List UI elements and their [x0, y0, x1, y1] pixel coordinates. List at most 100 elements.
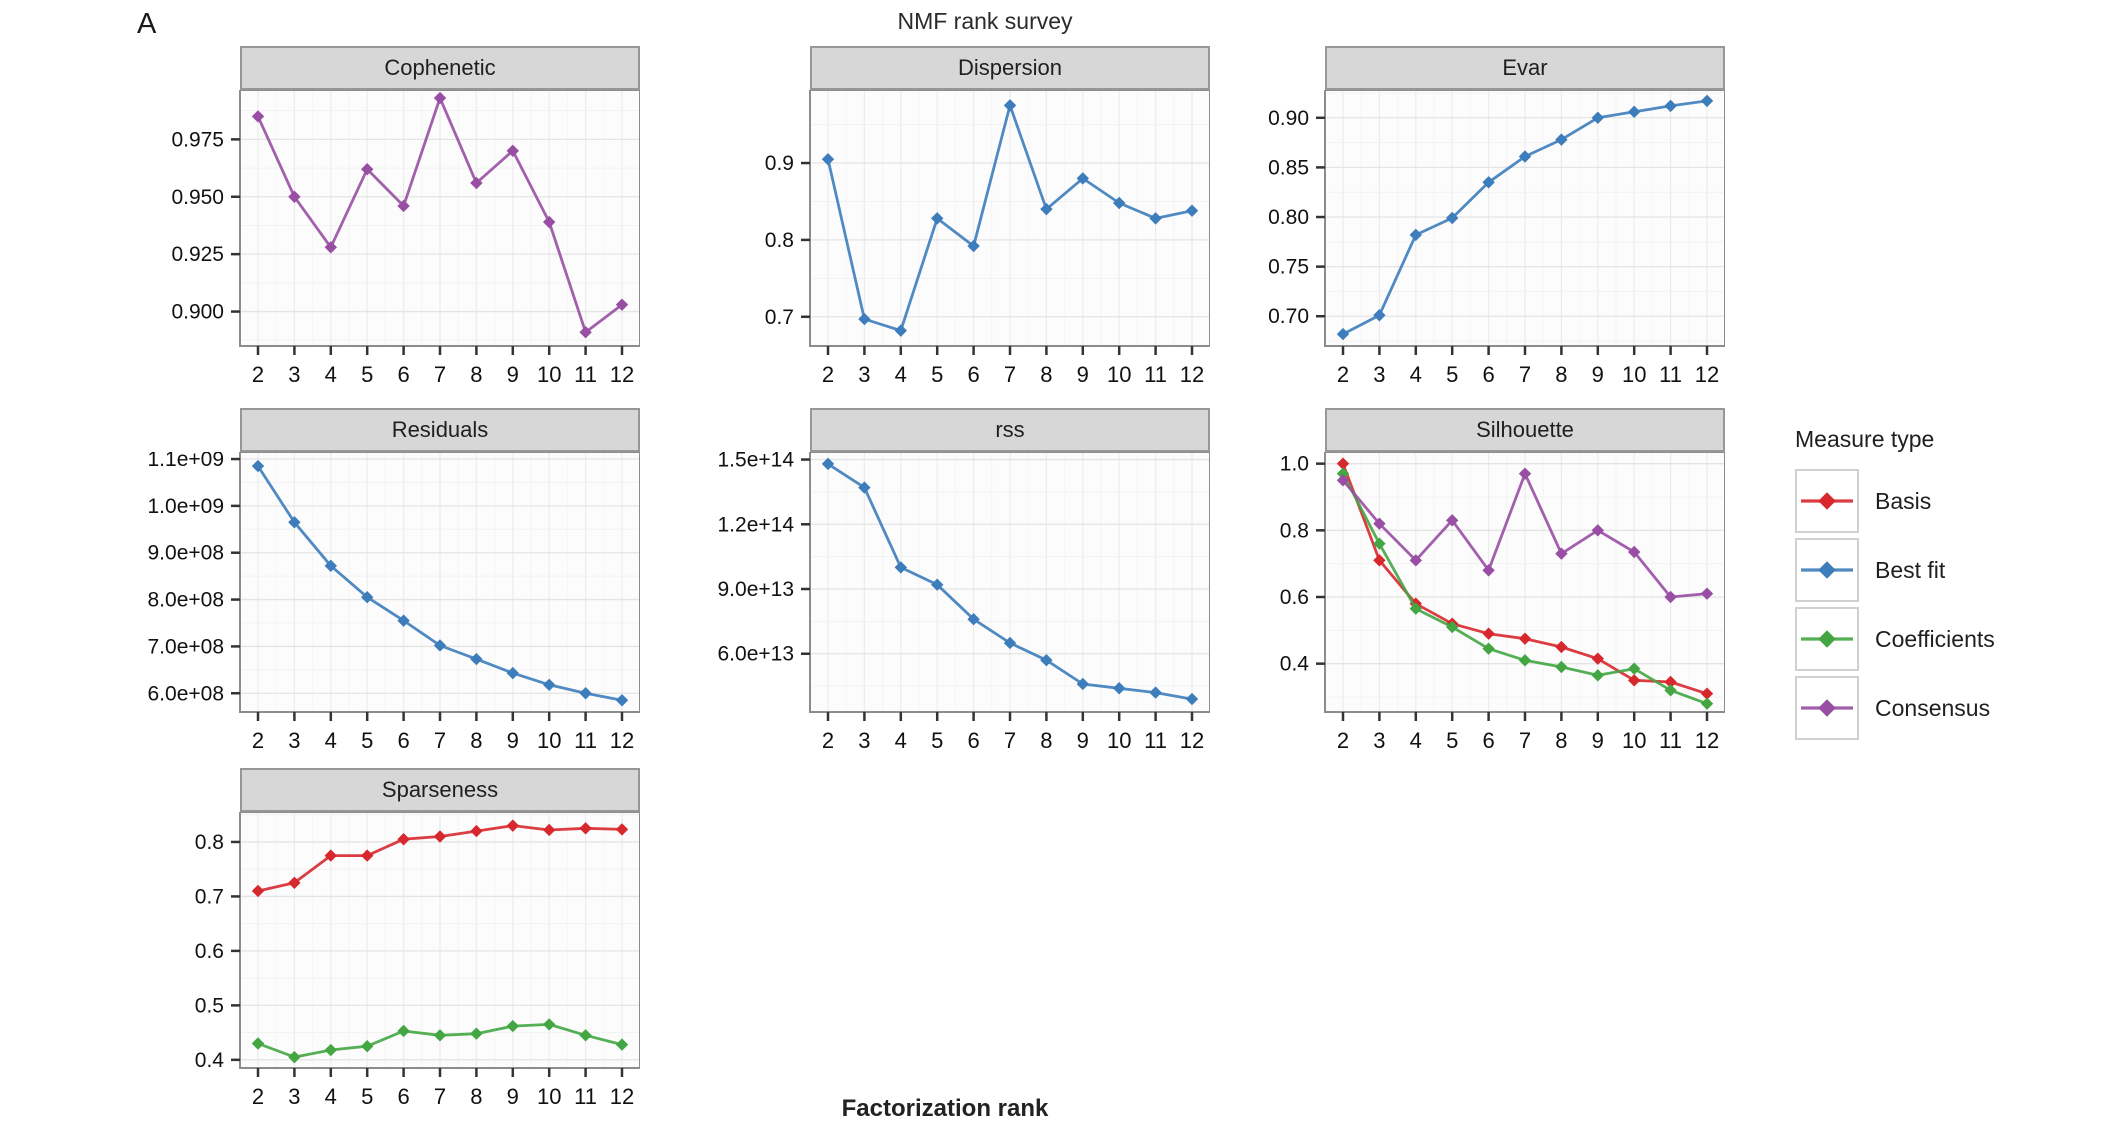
panel-strip-rss: rss — [810, 408, 1210, 452]
y-tick-label: 0.9 — [765, 152, 794, 175]
x-axis-ticks: 2 3 4 5 6 7 8 9 10 11 12 — [1337, 346, 1719, 387]
x-axis-ticks: 2 3 4 5 6 7 8 9 10 11 12 — [822, 712, 1204, 753]
legend-key-coefficients — [1795, 607, 1859, 671]
x-tick-label: 6 — [397, 728, 409, 753]
x-axis-ticks: 2 3 4 5 6 7 8 9 10 11 12 — [252, 346, 634, 387]
data-point-marker — [360, 1040, 374, 1053]
data-point-marker — [397, 614, 410, 627]
data-point-marker — [1112, 196, 1126, 210]
data-point-marker — [1627, 105, 1641, 119]
data-point-marker — [433, 830, 447, 843]
data-point-marker — [470, 824, 483, 838]
x-tick-label: 11 — [1144, 728, 1167, 753]
x-tick-label: 2 — [1337, 728, 1349, 753]
data-point-marker — [1518, 654, 1532, 667]
data-point-marker — [1700, 587, 1714, 600]
x-tick-label: 12 — [1695, 728, 1719, 753]
x-tick-label: 8 — [1555, 728, 1567, 753]
x-tick-label: 5 — [1446, 362, 1458, 387]
x-tick-label: 5 — [361, 1084, 373, 1109]
data-point-marker — [615, 1038, 629, 1051]
panel-silhouette: Silhouette 0.4 0.6 0.8 1.0 2 3 4 5 6 7 8 9 10 11 12 — [1195, 408, 1725, 764]
plot-area-dispersion: 0.7 0.8 0.9 2 3 4 5 6 7 8 9 10 11 12 — [765, 90, 1210, 387]
x-tick-label: 7 — [1004, 362, 1016, 387]
data-point-marker — [1482, 642, 1495, 655]
y-tick-label: 0.5 — [195, 994, 224, 1017]
legend-key-glyph — [1801, 561, 1853, 579]
x-tick-label: 7 — [1519, 728, 1531, 753]
x-tick-label: 5 — [1446, 728, 1458, 753]
x-tick-label: 4 — [325, 362, 337, 387]
x-tick-label: 12 — [1180, 728, 1204, 753]
data-point-marker — [470, 1027, 483, 1040]
y-tick-label: 6.0e+08 — [148, 682, 225, 705]
x-tick-label: 7 — [434, 728, 446, 753]
x-tick-label: 6 — [397, 1084, 409, 1109]
data-point-marker — [894, 561, 908, 574]
data-point-marker — [579, 687, 592, 700]
x-tick-label: 5 — [931, 728, 943, 753]
data-point-marker — [470, 652, 483, 666]
x-tick-label: 11 — [574, 728, 597, 753]
legend-key-basis — [1795, 469, 1859, 533]
x-tick-label: 3 — [858, 362, 870, 387]
data-point-marker — [1664, 590, 1677, 604]
data-point-marker — [397, 1024, 410, 1038]
data-point-marker — [251, 110, 265, 123]
data-point-marker — [1040, 654, 1053, 667]
data-point-marker — [1112, 682, 1126, 695]
data-point-marker — [542, 215, 556, 229]
data-point-marker — [579, 1029, 592, 1042]
x-tick-label: 10 — [1107, 728, 1131, 753]
data-point-marker — [967, 613, 980, 626]
data-point-marker — [1445, 211, 1459, 225]
x-tick-label: 8 — [470, 728, 482, 753]
y-tick-label: 0.4 — [195, 1049, 225, 1072]
x-tick-label: 9 — [507, 362, 519, 387]
x-tick-label: 11 — [1659, 728, 1682, 753]
data-point-marker — [1482, 176, 1495, 189]
data-point-marker — [1555, 133, 1568, 146]
series-consensus — [251, 91, 629, 339]
panel-strip-sparseness: Sparseness — [240, 768, 640, 812]
data-point-marker — [1518, 150, 1532, 163]
x-tick-label: 5 — [361, 362, 373, 387]
data-point-marker — [858, 312, 871, 326]
data-point-marker — [821, 152, 835, 166]
data-point-marker — [1409, 602, 1423, 615]
x-tick-label: 4 — [325, 1084, 337, 1109]
data-point-marker — [397, 199, 410, 213]
data-point-marker — [288, 516, 301, 529]
y-tick-label: 1.1e+09 — [148, 452, 225, 471]
y-tick-label: 0.6 — [195, 940, 224, 963]
horizontal-gridlines — [240, 814, 640, 1061]
vertical-gridlines — [827, 90, 1193, 346]
data-point-marker — [1518, 467, 1532, 480]
horizontal-gridlines — [810, 124, 1210, 318]
series-consensus — [1336, 467, 1714, 604]
x-tick-label: 10 — [537, 362, 561, 387]
data-point-marker — [360, 163, 374, 176]
y-axis-ticks: 0.7 0.8 0.9 — [765, 152, 810, 329]
data-point-marker — [506, 819, 520, 832]
y-tick-label: 0.70 — [1268, 305, 1309, 328]
x-tick-label: 2 — [252, 362, 264, 387]
x-tick-label: 3 — [288, 362, 300, 387]
plot-area-residuals: 6.0e+08 7.0e+08 8.0e+08 9.0e+08 1.0e+09 1.1e+… — [148, 452, 640, 753]
figure-label: A — [137, 8, 157, 40]
x-tick-label: 2 — [1337, 362, 1349, 387]
x-axis-ticks: 2 3 4 5 6 7 8 9 10 11 12 — [252, 712, 634, 753]
data-point-marker — [542, 678, 556, 692]
data-point-marker — [506, 666, 520, 680]
x-tick-label: 12 — [610, 362, 634, 387]
x-tick-label: 10 — [1622, 728, 1646, 753]
x-tick-label: 2 — [252, 728, 264, 753]
data-point-marker — [506, 1019, 520, 1033]
data-point-marker — [251, 1037, 265, 1050]
x-tick-label: 8 — [1040, 728, 1052, 753]
legend-title: Measure type — [1795, 426, 1935, 452]
data-point-marker — [1336, 327, 1350, 341]
legend-item-coefficients: Coefficients — [1795, 607, 2125, 671]
plot-area-evar: 0.70 0.75 0.80 0.85 0.90 2 3 4 5 6 7 8 9 10 11 12 — [1268, 90, 1725, 387]
chart-title: NMF rank survey — [897, 8, 1073, 34]
